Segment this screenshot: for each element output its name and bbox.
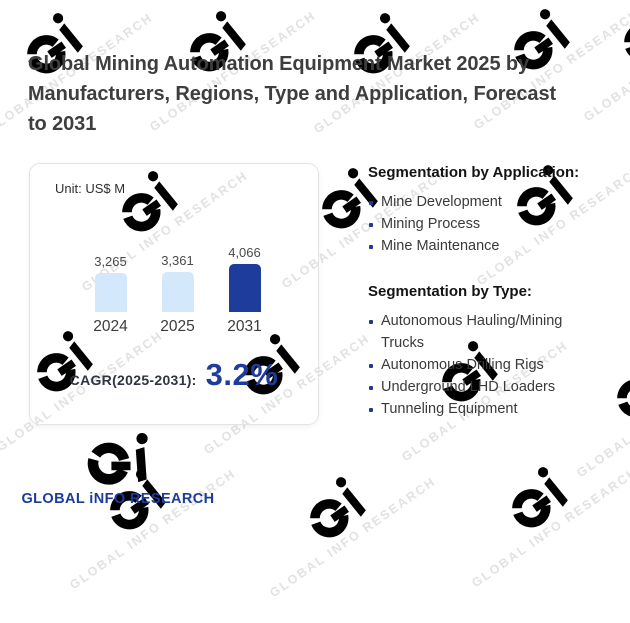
list-item: Mine Development: [368, 192, 573, 214]
unit-label: Unit: US$ M: [55, 181, 126, 196]
page-title: Global Mining Automation Equipment Marke…: [28, 49, 556, 139]
bullet-icon: [369, 244, 373, 249]
list-item-label: Mine Development: [381, 194, 502, 210]
title-line: Manufacturers, Regions, Type and Applica…: [28, 83, 557, 105]
title-line: to 2031: [28, 113, 97, 135]
list-item: Tunneling Equipment: [368, 399, 573, 421]
watermark-gi-icon: [604, 354, 630, 425]
segmentation-application-list: Mine Development Mining Process Mine Mai…: [368, 192, 573, 257]
chart-card: Unit: US$ M 3,265 2024 3,361 2025 4,066 2031 …: [29, 163, 319, 425]
watermark-text: GLOBAL INFO RESEARCH: [468, 463, 630, 590]
bullet-icon: [369, 320, 373, 325]
bullet-icon: [369, 407, 373, 412]
bar-group: 3,265 2024: [77, 254, 144, 336]
list-item: Autonomous Hauling/Mining Trucks: [368, 311, 573, 355]
list-item: Autonomous Drilling Rigs: [368, 355, 573, 377]
segmentation-panel: Segmentation by Application: Mine Develo…: [368, 163, 603, 445]
bar-year-label: 2024: [93, 318, 128, 335]
cagr-label: CAGR(2025-2031):: [69, 372, 197, 388]
list-item-label: Autonomous Hauling/Mining Trucks: [381, 313, 563, 352]
segmentation-type-heading: Segmentation by Type:: [368, 283, 532, 301]
gir-logo: GLOBAL iNFO RESEARCH: [21, 432, 214, 507]
watermark-gi-icon: [499, 464, 572, 535]
bullet-icon: [369, 385, 373, 390]
logo-text: GLOBAL iNFO RESEARCH: [21, 491, 215, 507]
bar-year-label: 2031: [227, 318, 262, 335]
bar: [94, 273, 127, 312]
watermark-gi-icon: [611, 0, 630, 69]
segmentation-type-list: Autonomous Hauling/Mining Trucks Autonom…: [368, 311, 573, 420]
bar-year-label: 2025: [160, 318, 195, 335]
bar-group: 3,361 2025: [144, 253, 211, 336]
bar: [228, 264, 261, 312]
watermark-text: GLOBAL INFO RESEARCH: [580, 0, 630, 124]
bullet-icon: [369, 363, 373, 368]
bar: [161, 272, 194, 312]
report-cover: GLOBAL INFO RESEARCH GLOBAL INFO RESEARCH…: [0, 0, 630, 600]
list-item: Mine Maintenance: [368, 236, 573, 258]
segmentation-application-heading: Segmentation by Application:: [368, 164, 580, 181]
bullet-icon: [369, 222, 373, 227]
cagr-row: CAGR(2025-2031): 3.2%: [30, 357, 318, 393]
list-item-label: Mining Process: [381, 215, 481, 232]
cagr-value: 3.2%: [205, 357, 279, 392]
bullet-icon: [369, 201, 373, 205]
bar-chart: 3,265 2024 3,361 2025 4,066 2031: [77, 245, 278, 336]
list-item: Underground LHD Loaders: [368, 377, 573, 399]
bar-value-label: 3,265: [94, 254, 127, 269]
watermark-text: GLOBAL INFO RESEARCH: [266, 473, 439, 600]
list-item-label: Underground LHD Loaders: [381, 378, 556, 395]
list-item: Mining Process: [368, 214, 573, 236]
list-item-label: Autonomous Drilling Rigs: [381, 356, 544, 373]
title-line: Global Mining Automation Equipment Marke…: [28, 53, 530, 75]
gi-logo-icon: [87, 432, 148, 485]
bar-group: 4,066 2031: [211, 245, 278, 336]
list-item-label: Mine Maintenance: [381, 237, 500, 254]
bar-value-label: 3,361: [161, 253, 194, 268]
list-item-label: Tunneling Equipment: [381, 400, 518, 417]
bar-value-label: 4,066: [228, 245, 261, 260]
watermark-gi-icon: [297, 474, 370, 545]
